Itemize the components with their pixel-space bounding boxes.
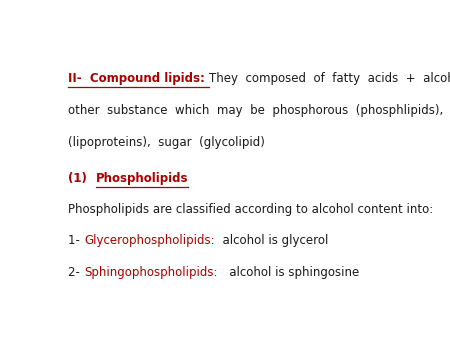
Text: Phospholipids: Phospholipids	[95, 172, 188, 185]
Text: alcohol is sphingosine: alcohol is sphingosine	[218, 266, 359, 279]
Text: II-  Compound lipids:: II- Compound lipids:	[68, 72, 209, 85]
Text: Glycerophospholipids:: Glycerophospholipids:	[84, 235, 215, 247]
Text: other  substance  which  may  be  phosphorous  (phosphlipids),  proteins: other substance which may be phosphorous…	[68, 104, 450, 117]
Text: Phospholipids are classified according to alcohol content into:: Phospholipids are classified according t…	[68, 203, 434, 216]
Text: (1): (1)	[68, 172, 95, 185]
Text: 1-: 1-	[68, 235, 84, 247]
Text: 2-: 2-	[68, 266, 84, 279]
Text: They  composed  of  fatty  acids  +  alcohol+: They composed of fatty acids + alcohol+	[209, 72, 450, 85]
Text: Sphingophospholipids:: Sphingophospholipids:	[84, 266, 218, 279]
Text: (lipoproteins),  sugar  (glycolipid): (lipoproteins), sugar (glycolipid)	[68, 136, 265, 149]
Text: alcohol is glycerol: alcohol is glycerol	[215, 235, 328, 247]
